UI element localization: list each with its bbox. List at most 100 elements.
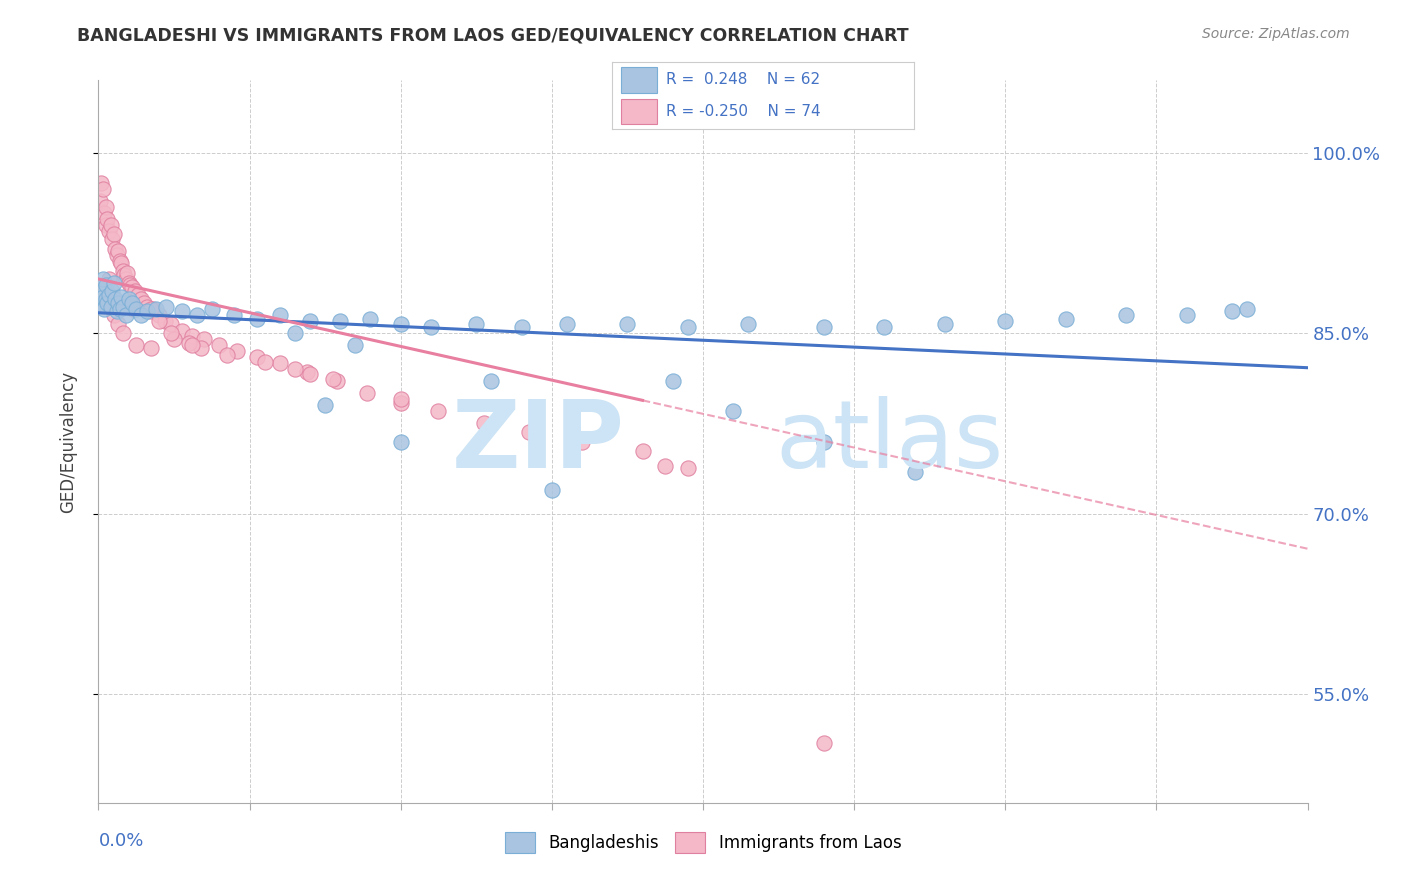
Point [314,398,336,412]
Text: R =  0.248    N = 62: R = 0.248 N = 62 [666,72,820,87]
Text: Source: ZipAtlas.com: Source: ZipAtlas.com [1202,27,1350,41]
Point [121,296,143,310]
Point [389,392,412,407]
Point [723,404,745,418]
Point [105,248,128,262]
Point [107,317,129,331]
Point [107,296,129,310]
Legend: Bangladeshis, Immigrants from Laos: Bangladeshis, Immigrants from Laos [498,826,908,860]
Point [1115,308,1137,322]
Point [934,317,956,331]
Point [155,300,177,314]
Point [654,458,676,473]
Point [124,284,146,298]
Point [90,176,112,190]
Point [904,465,927,479]
Point [737,317,759,331]
Point [94,200,117,214]
Point [148,314,170,328]
Point [299,367,322,381]
Point [89,194,111,208]
Bar [620,99,657,124]
Point [215,348,238,362]
Point [284,326,307,341]
Point [813,735,835,749]
Point [129,293,152,307]
Point [224,308,246,322]
Point [91,181,114,195]
Point [135,304,157,318]
Point [100,300,122,314]
Point [389,434,412,449]
Text: ZIP: ZIP [451,395,624,488]
Point [284,362,307,376]
Point [115,266,138,280]
Point [661,374,683,388]
Point [90,296,112,310]
Point [94,277,117,292]
Point [101,284,124,298]
Point [89,284,111,298]
Point [153,314,176,328]
Point [389,317,412,331]
Point [111,263,134,277]
Y-axis label: GED/Equivalency: GED/Equivalency [59,370,77,513]
Point [111,326,134,341]
Point [201,301,224,317]
Point [103,276,125,290]
Point [555,317,578,331]
Point [114,272,136,286]
Point [94,293,117,307]
Text: atlas: atlas [776,395,1004,488]
Point [107,244,129,259]
Point [208,338,231,352]
Point [104,242,127,256]
Point [125,301,148,317]
Point [110,256,132,270]
Point [96,296,118,310]
Point [98,272,121,286]
Point [181,338,204,352]
Point [111,300,134,314]
Point [118,276,141,290]
Point [170,304,193,318]
Point [98,287,121,301]
Point [676,320,699,334]
Point [160,317,183,331]
Point [148,308,170,322]
Point [101,232,124,246]
Point [129,308,152,322]
Point [1175,308,1198,322]
Point [510,320,533,334]
Point [186,308,208,322]
Point [100,296,122,310]
Point [540,483,562,497]
Point [481,374,503,388]
Point [112,268,135,283]
Text: 0.0%: 0.0% [98,831,143,850]
Bar [620,67,657,93]
Point [360,311,382,326]
Point [103,308,125,322]
Point [93,301,115,317]
Point [139,304,162,318]
Point [253,355,276,369]
Point [142,301,165,317]
Point [98,224,121,238]
Point [96,211,118,226]
Point [1220,304,1243,318]
Point [356,386,378,401]
Point [344,338,367,352]
Point [873,320,896,334]
Text: R = -0.250    N = 74: R = -0.250 N = 74 [666,103,821,119]
Point [322,372,344,386]
Point [120,277,142,292]
Point [170,324,193,338]
Point [103,227,125,242]
Point [141,341,163,355]
Point [104,293,127,307]
Point [427,404,450,418]
Point [329,314,352,328]
Point [269,356,291,370]
Point [122,301,145,317]
